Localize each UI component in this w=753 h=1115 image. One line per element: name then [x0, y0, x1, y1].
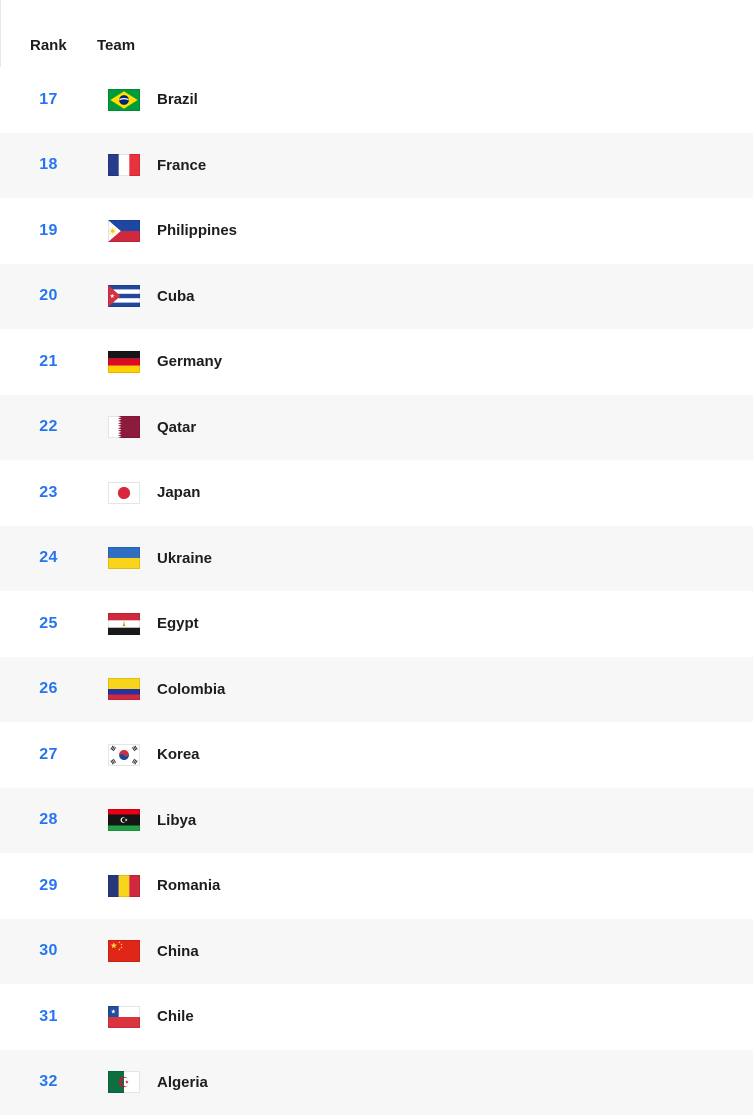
- flag-chile-icon: [108, 1005, 140, 1028]
- table-row[interactable]: 30 China: [0, 918, 753, 984]
- table-row[interactable]: 27 Korea: [0, 722, 753, 788]
- team-name: Korea: [157, 746, 200, 764]
- table-row[interactable]: 19 Philippines: [0, 198, 753, 264]
- flag-cuba-icon: [108, 285, 140, 308]
- team-cell: Philippines: [97, 219, 753, 242]
- rank-value: 31: [39, 1007, 58, 1025]
- table-row[interactable]: 21 Germany: [0, 329, 753, 395]
- rank-value: 25: [39, 614, 58, 632]
- table-row[interactable]: 20 Cuba: [0, 263, 753, 329]
- team-name: Romania: [157, 877, 221, 895]
- team-cell: Germany: [97, 350, 753, 373]
- team-cell: Qatar: [97, 416, 753, 439]
- team-name: France: [157, 156, 207, 174]
- table-row[interactable]: 23 Japan: [0, 460, 753, 526]
- team-cell: Colombia: [97, 678, 753, 701]
- rank-value: 27: [39, 745, 58, 763]
- table-header-row: Rank Team: [0, 0, 753, 67]
- team-cell: Brazil: [97, 88, 753, 111]
- team-cell: Cuba: [97, 285, 753, 308]
- flag-brazil-icon: [108, 88, 140, 111]
- flag-ukraine-icon: [108, 547, 140, 570]
- table-row[interactable]: 17 Brazil: [0, 67, 753, 133]
- column-header-team: Team: [97, 36, 136, 54]
- flag-colombia-icon: [108, 678, 140, 701]
- flag-egypt-icon: [108, 612, 140, 635]
- team-name: Algeria: [157, 1073, 208, 1091]
- table-row[interactable]: 18 France: [0, 132, 753, 198]
- team-name: Chile: [157, 1008, 194, 1026]
- column-header-rank: Rank: [30, 36, 67, 54]
- table-row[interactable]: 22 Qatar: [0, 394, 753, 460]
- rank-value: 23: [39, 483, 58, 501]
- rank-value: 17: [39, 90, 58, 108]
- table-row[interactable]: 24 Ukraine: [0, 525, 753, 591]
- flag-france-icon: [108, 154, 140, 177]
- table-row[interactable]: 31 Chile: [0, 984, 753, 1050]
- team-name: Philippines: [157, 222, 238, 240]
- flag-korea-icon: [108, 743, 140, 766]
- team-name: Libya: [157, 811, 197, 829]
- flag-germany-icon: [108, 350, 140, 373]
- team-name: Ukraine: [157, 549, 213, 567]
- rank-value: 29: [39, 876, 58, 894]
- team-name: Cuba: [157, 287, 195, 305]
- table-row[interactable]: 32 Algeria: [0, 1049, 753, 1115]
- team-cell: Ukraine: [97, 547, 753, 570]
- rank-value: 24: [39, 549, 58, 567]
- team-cell: France: [97, 154, 753, 177]
- team-cell: Egypt: [97, 612, 753, 635]
- ranking-rows: 17 Brazil 18 France 19 Philippines 20 Cu…: [0, 67, 753, 1115]
- team-name: China: [157, 942, 199, 960]
- rank-value: 22: [39, 418, 58, 436]
- team-cell: Algeria: [97, 1071, 753, 1094]
- team-cell: Libya: [97, 809, 753, 832]
- rank-value: 32: [39, 1073, 58, 1091]
- rank-value: 30: [39, 942, 58, 960]
- flag-qatar-icon: [108, 416, 140, 439]
- team-name: Egypt: [157, 615, 199, 633]
- team-name: Brazil: [157, 91, 198, 109]
- rank-value: 21: [39, 352, 58, 370]
- team-cell: Romania: [97, 874, 753, 897]
- flag-japan-icon: [108, 481, 140, 504]
- rank-value: 20: [39, 287, 58, 305]
- flag-romania-icon: [108, 874, 140, 897]
- team-cell: Chile: [97, 1005, 753, 1028]
- flag-libya-icon: [108, 809, 140, 832]
- team-name: Qatar: [157, 418, 197, 436]
- flag-philippines-icon: [108, 219, 140, 242]
- rank-value: 19: [39, 221, 58, 239]
- table-row[interactable]: 29 Romania: [0, 853, 753, 919]
- team-name: Colombia: [157, 680, 226, 698]
- table-row[interactable]: 28 Libya: [0, 787, 753, 853]
- team-cell: China: [97, 940, 753, 963]
- team-cell: Japan: [97, 481, 753, 504]
- table-row[interactable]: 26 Colombia: [0, 656, 753, 722]
- rank-value: 18: [39, 156, 58, 174]
- flag-algeria-icon: [108, 1071, 140, 1094]
- rank-value: 26: [39, 680, 58, 698]
- team-name: Germany: [157, 353, 223, 371]
- rank-value: 28: [39, 811, 58, 829]
- team-name: Japan: [157, 484, 201, 502]
- table-row[interactable]: 25 Egypt: [0, 591, 753, 657]
- team-cell: Korea: [97, 743, 753, 766]
- flag-china-icon: [108, 940, 140, 963]
